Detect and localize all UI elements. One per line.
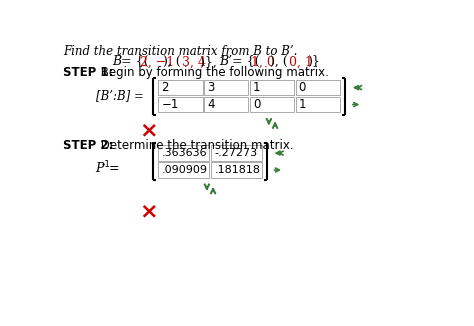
Text: .181818: .181818 <box>214 165 260 175</box>
Text: 3: 3 <box>207 81 215 94</box>
Text: [B’:B] =: [B’:B] = <box>96 89 144 102</box>
Bar <box>296 80 340 95</box>
Text: 3, 4: 3, 4 <box>182 55 206 68</box>
Text: ×: × <box>139 121 158 141</box>
Text: 0, 1: 0, 1 <box>289 55 312 68</box>
Text: = {(: = {( <box>117 55 148 68</box>
Text: -1: -1 <box>101 160 110 169</box>
Text: Determine the transition matrix.: Determine the transition matrix. <box>97 139 294 152</box>
Text: Begin by forming the following matrix.: Begin by forming the following matrix. <box>97 66 329 79</box>
Text: B’: B’ <box>219 55 232 68</box>
Text: 0: 0 <box>253 98 260 111</box>
Bar <box>204 80 248 95</box>
Text: 4: 4 <box>207 98 215 111</box>
Bar <box>158 145 209 161</box>
Text: 2, −1: 2, −1 <box>140 55 174 68</box>
Text: )}: )} <box>307 55 320 68</box>
Text: =: = <box>109 162 119 175</box>
Bar <box>158 162 209 178</box>
Bar <box>250 80 294 95</box>
Text: ), (: ), ( <box>163 55 181 68</box>
Bar <box>250 97 294 112</box>
Text: 1: 1 <box>253 81 261 94</box>
Text: )},: )}, <box>201 55 221 68</box>
Text: 0: 0 <box>299 81 306 94</box>
Text: B: B <box>112 55 121 68</box>
Text: .090909: .090909 <box>162 165 208 175</box>
Text: ), (: ), ( <box>270 55 288 68</box>
Text: 1, 0: 1, 0 <box>251 55 275 68</box>
Text: P: P <box>96 162 104 175</box>
Bar <box>211 145 262 161</box>
Bar <box>158 97 202 112</box>
Text: Find the transition matrix from B to B’.: Find the transition matrix from B to B’. <box>63 45 298 58</box>
Text: −1: −1 <box>162 98 179 111</box>
Text: .363636: .363636 <box>162 148 207 158</box>
Bar <box>158 80 202 95</box>
Bar <box>296 97 340 112</box>
Bar <box>204 97 248 112</box>
Text: 1: 1 <box>299 98 306 111</box>
Text: = {(: = {( <box>228 55 260 68</box>
Text: STEP 2:: STEP 2: <box>63 139 113 152</box>
Text: ×: × <box>139 201 158 222</box>
Text: -.27273: -.27273 <box>214 148 257 158</box>
Text: 2: 2 <box>162 81 169 94</box>
Text: STEP 1:: STEP 1: <box>63 66 113 79</box>
Bar <box>211 162 262 178</box>
